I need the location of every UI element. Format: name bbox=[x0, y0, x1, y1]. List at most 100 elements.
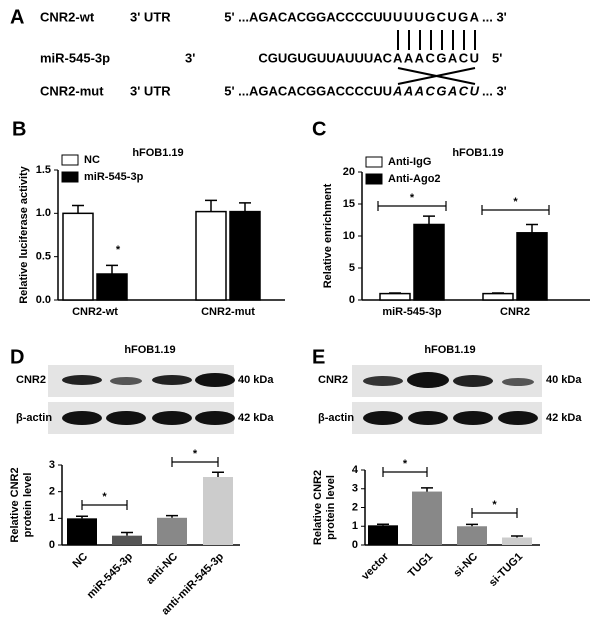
y-axis-label: Relative CNR2 bbox=[312, 470, 324, 545]
bar bbox=[96, 273, 128, 301]
error-bar bbox=[423, 215, 435, 225]
significance-bracket bbox=[481, 205, 550, 215]
legend-label: NC bbox=[84, 154, 100, 166]
panel-letter: E bbox=[312, 346, 325, 368]
error-bar bbox=[205, 199, 217, 212]
seq-prefix: CGUGUGUUAUUUAC bbox=[258, 50, 392, 65]
legend-swatch bbox=[365, 173, 383, 185]
y-axis-label: Relative luciferase activity bbox=[18, 165, 30, 303]
panel-letter: D bbox=[10, 346, 24, 368]
error-bar bbox=[377, 523, 389, 526]
significance-label: * bbox=[492, 499, 497, 511]
bar bbox=[379, 292, 411, 301]
blot-d bbox=[48, 365, 235, 434]
y-tick-label: 5 bbox=[349, 262, 355, 274]
y-tick-label: 1 bbox=[49, 512, 55, 524]
bar bbox=[195, 210, 227, 301]
blot-size: 40 kDa bbox=[546, 374, 582, 386]
bar bbox=[112, 535, 142, 545]
panel-letter: B bbox=[12, 118, 26, 140]
blot-label: CNR2 bbox=[16, 374, 46, 386]
legend-swatch bbox=[365, 156, 383, 168]
blot-label: β-actin bbox=[318, 412, 354, 424]
y-tick-label: 2 bbox=[49, 486, 55, 498]
chart-title: hFOB1.19 bbox=[124, 344, 175, 356]
legend-label: Anti-IgG bbox=[388, 156, 431, 168]
x-tick-label: NC bbox=[70, 551, 90, 571]
seq-seed: UUUGCUGA bbox=[393, 9, 480, 24]
bar bbox=[67, 518, 97, 545]
seq-name: CNR2-wt bbox=[40, 9, 95, 24]
error-bar bbox=[106, 264, 118, 274]
seq-suffix: ... 3' bbox=[482, 83, 507, 98]
y-axis-label: Relative enrichment bbox=[322, 183, 334, 288]
legend-swatch bbox=[61, 171, 79, 183]
bar bbox=[62, 212, 94, 301]
error-bar bbox=[492, 292, 504, 294]
significance-bracket bbox=[377, 201, 447, 211]
seq-seed: AAACGACU bbox=[393, 50, 479, 65]
blot-size: 42 kDa bbox=[546, 412, 582, 424]
chart-title: hFOB1.19 bbox=[452, 147, 503, 159]
seq-region: 3' UTR bbox=[130, 83, 171, 98]
y-tick-label: 0 bbox=[49, 539, 55, 551]
y-tick-label: 3 bbox=[49, 459, 55, 471]
seq-name: miR-545-3p bbox=[40, 50, 110, 65]
bar bbox=[502, 537, 532, 545]
error-bar bbox=[526, 223, 538, 233]
blot-label: CNR2 bbox=[318, 374, 348, 386]
y-axis-label: protein level bbox=[22, 473, 34, 538]
x-tick-label: si-NC bbox=[451, 551, 480, 580]
significance-bracket bbox=[382, 467, 428, 477]
error-bar bbox=[72, 204, 84, 214]
y-tick-label: 1 bbox=[352, 520, 358, 532]
x-tick-label: vector bbox=[359, 550, 391, 582]
y-tick-label: 10 bbox=[343, 230, 355, 242]
x-tick-label: si-TUG1 bbox=[487, 551, 525, 589]
y-tick-label: 15 bbox=[343, 198, 355, 210]
bar bbox=[203, 477, 233, 545]
y-tick-label: 1.5 bbox=[36, 164, 51, 176]
blot-size: 42 kDa bbox=[238, 412, 274, 424]
significance-label: * bbox=[102, 491, 107, 503]
bar bbox=[229, 210, 261, 301]
y-tick-label: 0.5 bbox=[36, 251, 51, 263]
x-tick-label: CNR2-wt bbox=[72, 306, 118, 318]
x-tick-label: miR-545-3p bbox=[85, 550, 136, 601]
error-bar bbox=[389, 292, 401, 294]
x-tick-label: miR-545-3p bbox=[382, 306, 442, 318]
bar bbox=[368, 525, 398, 545]
bar bbox=[157, 517, 187, 545]
significance-label: * bbox=[193, 448, 198, 460]
seq-region: 3' UTR bbox=[130, 9, 171, 24]
seq-prefix: 5' ...AGACACGGACCCCUU bbox=[224, 83, 392, 98]
y-axis-label: Relative CNR2 bbox=[9, 467, 21, 542]
y-tick-label: 0 bbox=[352, 539, 358, 551]
error-bar bbox=[239, 202, 251, 212]
bar bbox=[412, 491, 442, 545]
significance-bracket bbox=[171, 457, 219, 467]
significance-label: * bbox=[403, 458, 408, 470]
seq-suffix: 5' bbox=[492, 50, 502, 65]
error-bar bbox=[466, 523, 478, 527]
y-axis-label: protein level bbox=[325, 475, 337, 540]
pairing-lines bbox=[397, 30, 476, 85]
significance-label: * bbox=[116, 244, 121, 256]
panel-letter: A bbox=[10, 6, 24, 28]
seq-name: CNR2-mut bbox=[40, 83, 104, 98]
chart-title: hFOB1.19 bbox=[424, 344, 475, 356]
x-tick-label: anti-NC bbox=[144, 551, 180, 587]
bar bbox=[482, 292, 514, 301]
seq-seed: AAACGACU bbox=[392, 83, 480, 98]
bar bbox=[516, 232, 548, 301]
legend-swatch bbox=[61, 154, 79, 166]
y-tick-label: 1.0 bbox=[36, 207, 51, 219]
y-tick-label: 0 bbox=[349, 294, 355, 306]
y-tick-label: 4 bbox=[352, 464, 359, 476]
seq-prefix: 5' ...AGACACGGACCCCUU bbox=[224, 9, 392, 24]
significance-label: * bbox=[513, 196, 518, 208]
error-bar bbox=[421, 487, 433, 492]
blot-e bbox=[352, 365, 542, 434]
error-bar bbox=[166, 514, 178, 518]
